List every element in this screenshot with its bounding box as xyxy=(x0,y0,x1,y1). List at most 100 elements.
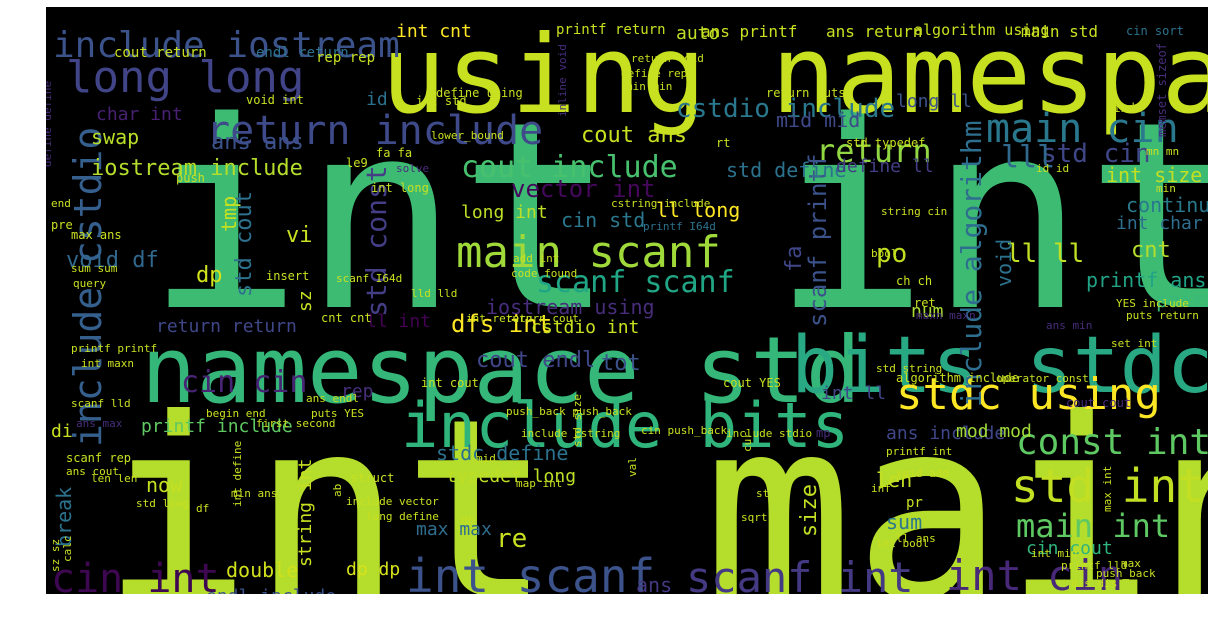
cloud-word-121: pre xyxy=(51,218,73,232)
cloud-word-131: scanf I64d xyxy=(336,272,402,285)
cloud-word-129: add int xyxy=(513,252,559,265)
cloud-word-149: operator const xyxy=(996,372,1089,385)
cloud-word-13: const int xyxy=(1016,422,1208,463)
cloud-word-102: define using xyxy=(436,86,523,100)
cloud-word-15: scanf int xyxy=(686,553,914,594)
cloud-word-37: int size xyxy=(1106,163,1202,187)
cloud-word-74: sum xyxy=(886,510,922,534)
cloud-word-92: algorithm using xyxy=(914,21,1049,39)
cloud-word-124: cstring include xyxy=(611,197,710,210)
cloud-word-189: int bool xyxy=(876,537,929,550)
cloud-word-183: max int xyxy=(1101,466,1114,512)
cloud-word-72: max max xyxy=(416,519,492,540)
cloud-word-49: swap xyxy=(91,125,139,149)
cloud-word-161: di xyxy=(51,421,73,442)
cloud-word-117: id id xyxy=(1036,162,1069,175)
cloud-word-128: insert xyxy=(266,269,309,283)
cloud-word-165: void add xyxy=(896,467,949,480)
cloud-word-100: define rep xyxy=(621,67,687,80)
cloud-word-177: include vector xyxy=(346,495,439,508)
cloud-word-112: fa fa xyxy=(376,146,412,160)
cloud-word-178: ab xyxy=(331,484,344,497)
cloud-word-34: std const xyxy=(360,165,393,317)
cloud-word-153: cout YES xyxy=(723,376,781,390)
cloud-word-154: cout cout xyxy=(1066,396,1131,410)
cloud-word-83: int cnt xyxy=(396,21,472,42)
cloud-word-143: return cout xyxy=(506,312,579,325)
cloud-word-21: cout include xyxy=(461,150,678,185)
cloud-word-10: main cin xyxy=(986,106,1179,152)
cloud-word-50: tmp xyxy=(217,196,241,232)
cloud-word-120: find xyxy=(1106,101,1135,115)
cloud-word-105: int std xyxy=(416,94,467,108)
cloud-word-12: std int xyxy=(1011,459,1205,513)
cloud-word-190: ll ans xyxy=(896,532,936,545)
cloud-word-175: map int xyxy=(516,477,562,490)
cloud-word-28: cout endl xyxy=(476,348,595,373)
cloud-word-35: std cout xyxy=(232,191,257,297)
cloud-word-184: df xyxy=(196,502,209,515)
cloud-word-127: query xyxy=(73,277,106,290)
cloud-word-186: long define xyxy=(366,510,439,523)
cloud-word-142: int return xyxy=(466,312,532,325)
cloud-word-164: printf int xyxy=(886,445,952,458)
cloud-word-134: ch ch xyxy=(896,274,932,288)
cloud-word-159: include stdio xyxy=(726,427,812,440)
cloud-word-109: std typedef xyxy=(846,136,925,150)
cloud-word-132: bool xyxy=(871,247,898,260)
cloud-word-73: size xyxy=(797,484,822,537)
cloud-word-16: int cin xyxy=(946,551,1123,594)
cloud-word-40: ll ll xyxy=(1006,239,1084,269)
cloud-word-141: cnt cnt xyxy=(321,311,372,325)
cloud-word-140: ans min xyxy=(1046,319,1092,332)
cloud-word-17: cin int xyxy=(51,556,220,594)
cloud-word-69: typedef long xyxy=(446,466,576,487)
cloud-word-108: define define xyxy=(46,81,54,167)
cloud-word-136: ret xyxy=(914,296,936,310)
cloud-word-103: return puts xyxy=(766,86,845,100)
cloud-word-85: id xyxy=(366,89,388,110)
cloud-word-43: pair int xyxy=(1156,288,1208,312)
cloud-word-90: ans printf xyxy=(701,22,797,41)
cloud-word-52: vi xyxy=(286,223,313,248)
cloud-word-176: std long xyxy=(136,497,189,510)
cloud-word-5: include bits xyxy=(401,389,849,462)
cloud-word-41: cnt xyxy=(1131,238,1171,263)
cloud-word-14: int scanf xyxy=(406,549,655,594)
cloud-word-4: bits stdc xyxy=(791,321,1208,411)
cloud-word-169: len len xyxy=(91,472,137,485)
cloud-word-96: endl return xyxy=(256,45,349,61)
cloud-word-91: ans return xyxy=(826,22,922,41)
cloud-word-42: printf ans xyxy=(1086,268,1206,292)
cloud-word-23: return xyxy=(816,132,932,170)
cloud-word-152: int cout xyxy=(421,376,479,390)
cloud-word-106: inline void xyxy=(556,44,569,117)
cloud-word-62: tot xyxy=(601,351,641,376)
cloud-word-115: push xyxy=(176,171,205,185)
cloud-word-139: puts return xyxy=(1126,309,1199,322)
cloud-word-54: fa xyxy=(782,246,807,273)
cloud-word-156: first second xyxy=(256,417,335,430)
cloud-word-107: memset sizeof xyxy=(1155,43,1169,137)
cloud-word-87: std define xyxy=(726,158,846,182)
cloud-word-58: iostream using xyxy=(486,295,655,319)
cloud-word-53: sz xyxy=(295,290,316,312)
cloud-word-88: define ll xyxy=(836,156,934,177)
cloud-word-98: cin sort xyxy=(1126,24,1184,38)
cloud-word-126: sum sum xyxy=(71,262,118,275)
cloud-word-194: push_back xyxy=(1096,567,1156,580)
cloud-word-31: ans ans xyxy=(211,130,304,155)
cloud-word-163: ans max xyxy=(76,417,123,430)
cloud-word-36: scanf printf xyxy=(804,154,832,327)
cloud-word-191: int min xyxy=(1031,547,1077,560)
cloud-word-155: scanf lld xyxy=(71,397,131,410)
cloud-word-167: scanf rep xyxy=(66,451,131,465)
cloud-word-48: char int xyxy=(96,104,183,125)
cloud-word-47: void df xyxy=(66,248,159,273)
cloud-word-133: string cin xyxy=(881,205,947,218)
cloud-word-7: include iostream xyxy=(53,25,400,66)
cloud-word-9: return include xyxy=(206,108,543,154)
cloud-word-51: dp xyxy=(196,263,223,288)
cloud-word-158: cin push_back xyxy=(641,424,727,437)
cloud-word-119: end xyxy=(51,197,71,210)
